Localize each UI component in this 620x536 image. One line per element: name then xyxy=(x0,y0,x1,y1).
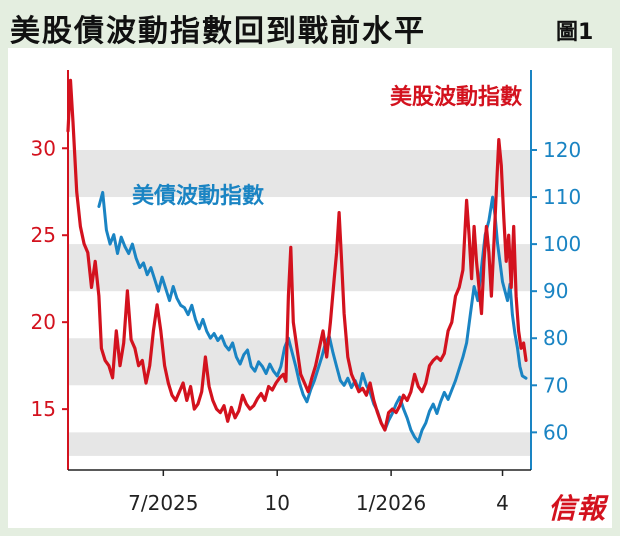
right-tick-label: 60 xyxy=(543,420,568,444)
x-axis: 7/2025 10 1/2026 4 xyxy=(128,470,509,515)
left-tick-label: 25 xyxy=(31,223,56,247)
right-tick-label: 120 xyxy=(543,138,581,162)
right-tick-label: 100 xyxy=(543,232,581,256)
stock-volatility-line xyxy=(66,78,528,432)
right-axis: 60 70 80 90 100 110 120 xyxy=(531,138,581,444)
series-lines xyxy=(66,78,528,444)
x-tick-label: 1/2026 xyxy=(356,491,426,515)
shaded-band xyxy=(68,150,531,198)
x-tick-label: 10 xyxy=(264,491,289,515)
legend-label-stock: 美股波動指數 xyxy=(390,84,522,110)
right-tick-label: 70 xyxy=(543,373,568,397)
chart-title: 美股債波動指數回到戰前水平 xyxy=(10,14,426,49)
figure-label: 圖1 xyxy=(556,20,594,45)
left-axis: 15 20 25 30 xyxy=(31,136,68,421)
shaded-band xyxy=(68,432,531,456)
right-tick-label: 80 xyxy=(543,326,568,350)
right-tick-label: 110 xyxy=(543,185,581,209)
right-tick-label: 90 xyxy=(543,279,568,303)
x-tick-label: 4 xyxy=(496,491,509,515)
brand-logo: 信報 xyxy=(548,492,607,525)
left-tick-label: 30 xyxy=(31,136,56,160)
left-tick-label: 15 xyxy=(31,397,56,421)
x-tick-label: 7/2025 xyxy=(128,491,198,515)
bond-volatility-line xyxy=(97,190,528,444)
left-tick-label: 20 xyxy=(31,310,56,334)
legend-label-bond: 美債波動指數 xyxy=(132,183,264,209)
